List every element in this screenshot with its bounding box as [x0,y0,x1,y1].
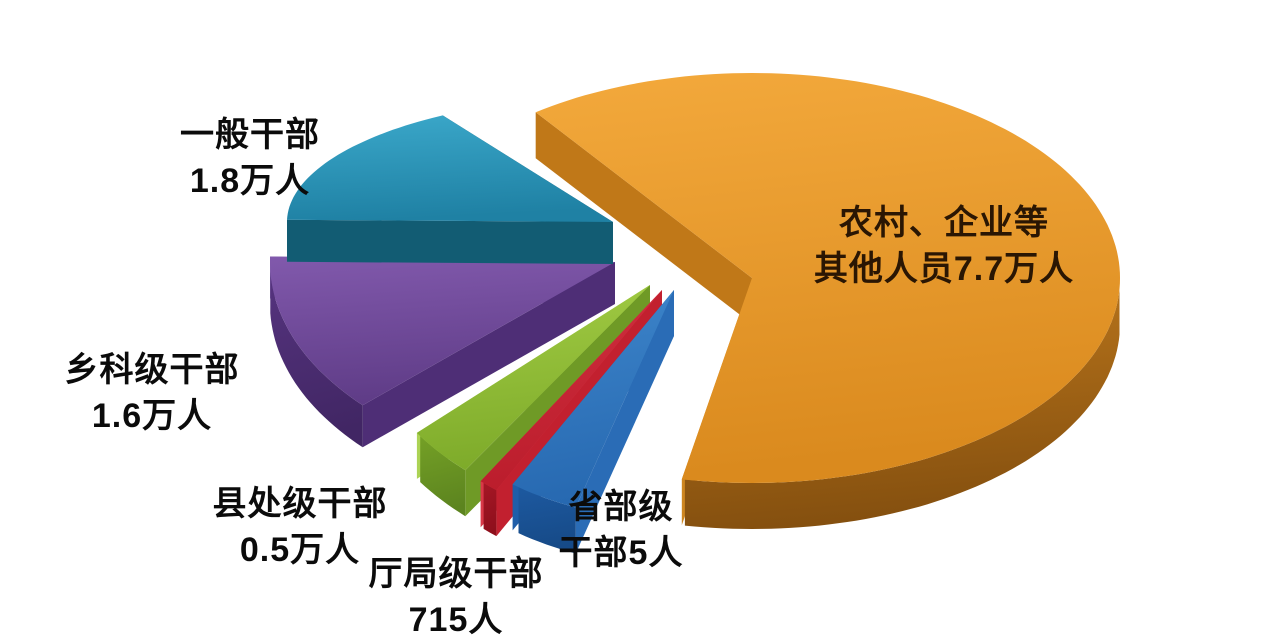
slice-edge-wall [535,112,752,324]
label-line: 乡科级干部 [64,351,240,389]
slice-edge-wall [287,219,613,264]
label-line: 省部级 [568,488,674,526]
slice-rim-wall [420,436,466,517]
pie-slice-township-section-level-cadres[interactable] [270,256,615,448]
label-line: 干部5人 [558,534,684,572]
label-township-section-level-cadres: 乡科级干部 1.6万人 [65,347,240,439]
label-general-cadres: 一般干部 1.8万人 [180,112,320,204]
label-line: 0.5万人 [239,531,361,569]
slice-edge-wall [362,262,615,448]
slice-rim-wall [483,482,497,537]
pie-slice-rural-enterprise-others[interactable] [535,73,1120,529]
slice-top-face [512,290,674,508]
pie-slice-general-cadres[interactable] [287,115,613,265]
label-provincial-ministerial-level-cadres: 省部级 干部5人 [559,484,684,576]
label-line: 715人 [408,601,504,639]
slice-rim-wall [518,487,576,554]
label-line: 1.6万人 [91,397,213,435]
label-line: 其他人员7.7万人 [813,250,1075,288]
label-county-division-level-cadres: 县处级干部 0.5万人 [213,481,388,573]
slice-top-face [270,256,615,406]
slice-top-face [535,73,1120,483]
label-department-bureau-level-cadres: 厅局级干部 715人 [369,551,544,643]
label-line: 厅局级干部 [368,555,544,593]
slice-top-face [416,285,650,471]
label-rural-enterprise-others: 农村、企业等 其他人员7.7万人 [814,200,1074,292]
pie-slice-provincial-ministerial-level-cadres[interactable] [512,290,674,554]
label-line: 县处级干部 [212,485,388,523]
slice-edge-wall [575,290,674,554]
slice-rim-wall [270,271,363,448]
label-line: 1.8万人 [189,162,311,200]
label-line: 一般干部 [180,116,320,154]
slice-rim-wall [684,288,1120,529]
slice-top-face [480,290,662,491]
slice-top-face [287,115,613,222]
label-line: 农村、企业等 [838,204,1049,242]
